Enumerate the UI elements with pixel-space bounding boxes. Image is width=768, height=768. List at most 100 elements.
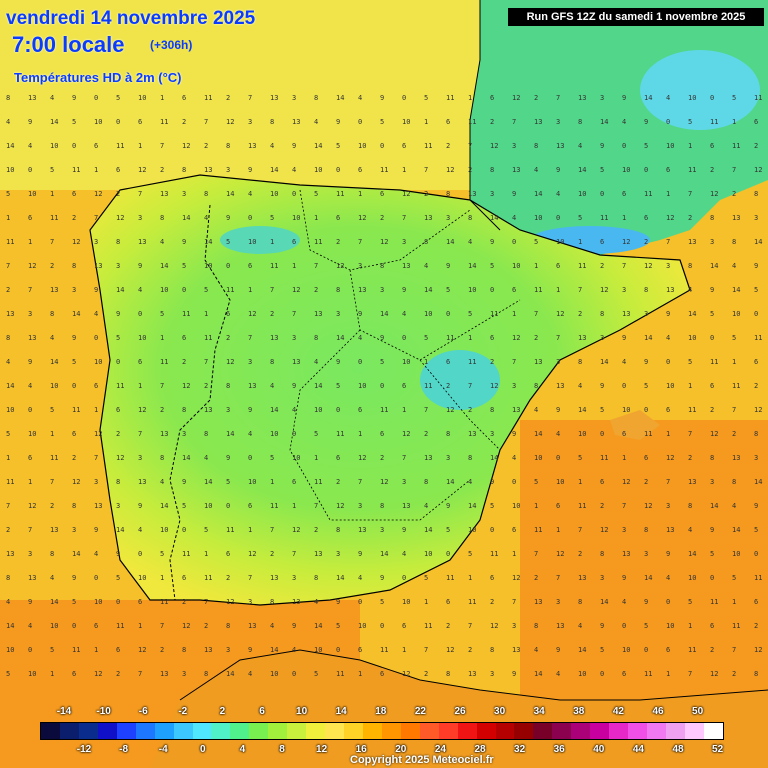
- grid-value: 14: [490, 454, 498, 462]
- grid-value: 14: [6, 382, 14, 390]
- grid-value: 9: [402, 526, 406, 534]
- grid-value: 0: [666, 598, 670, 606]
- grid-value: 2: [6, 286, 10, 294]
- grid-value: 13: [50, 286, 58, 294]
- grid-value: 4: [94, 310, 98, 318]
- grid-value: 4: [512, 214, 516, 222]
- grid-value: 5: [754, 286, 758, 294]
- grid-value: 10: [50, 142, 58, 150]
- grid-value: 2: [72, 214, 76, 222]
- grid-value: 0: [94, 94, 98, 102]
- grid-value: 14: [182, 214, 190, 222]
- grid-value: 5: [688, 598, 692, 606]
- grid-value: 11: [380, 166, 388, 174]
- grid-value: 10: [512, 262, 520, 270]
- grid-value: 1: [402, 166, 406, 174]
- grid-value: 5: [688, 118, 692, 126]
- grid-value: 6: [138, 598, 142, 606]
- grid-value: 5: [600, 166, 604, 174]
- grid-value: 5: [424, 334, 428, 342]
- scale-label-lower: 24: [434, 744, 446, 755]
- grid-value: 5: [732, 334, 736, 342]
- grid-value: 4: [6, 118, 10, 126]
- grid-value: 6: [666, 166, 670, 174]
- grid-value: 13: [556, 622, 564, 630]
- scale-swatch: [173, 723, 193, 739]
- grid-value: 6: [754, 118, 758, 126]
- scale-swatch: [306, 723, 326, 739]
- grid-value: 2: [578, 310, 582, 318]
- grid-value: 3: [622, 286, 626, 294]
- grid-value: 8: [116, 478, 120, 486]
- grid-value: 5: [490, 502, 494, 510]
- grid-value: 0: [622, 142, 626, 150]
- grid-value: 10: [94, 118, 102, 126]
- grid-value: 14: [490, 214, 498, 222]
- grid-value: 3: [28, 310, 32, 318]
- grid-value: 5: [644, 142, 648, 150]
- grid-value: 11: [204, 574, 212, 582]
- grid-value: 9: [600, 142, 604, 150]
- grid-value: 12: [292, 526, 300, 534]
- grid-value: 1: [204, 310, 208, 318]
- grid-value: 9: [248, 166, 252, 174]
- grid-value: 2: [644, 478, 648, 486]
- scale-swatch: [609, 723, 629, 739]
- grid-value: 9: [402, 286, 406, 294]
- scale-swatch: [268, 723, 288, 739]
- grid-value: 12: [226, 358, 234, 366]
- grid-value: 1: [160, 334, 164, 342]
- grid-value: 3: [380, 526, 384, 534]
- grid-value: 6: [600, 478, 604, 486]
- grid-value: 11: [336, 190, 344, 198]
- grid-value: 12: [490, 622, 498, 630]
- grid-value: 6: [28, 214, 32, 222]
- grid-value: 4: [622, 598, 626, 606]
- grid-value: 14: [160, 502, 168, 510]
- grid-value: 12: [446, 406, 454, 414]
- grid-value: 10: [688, 574, 696, 582]
- grid-value: 7: [6, 262, 10, 270]
- grid-value: 8: [534, 622, 538, 630]
- grid-value: 2: [754, 142, 758, 150]
- grid-value: 7: [292, 550, 296, 558]
- grid-value: 2: [600, 502, 604, 510]
- grid-value: 8: [204, 430, 208, 438]
- grid-value: 0: [138, 310, 142, 318]
- grid-value: 9: [28, 598, 32, 606]
- grid-value: 11: [644, 430, 652, 438]
- grid-value: 0: [556, 214, 560, 222]
- grid-value: 1: [94, 406, 98, 414]
- grid-value: 9: [512, 430, 516, 438]
- scale-label-lower: 0: [200, 744, 206, 755]
- grid-value: 4: [666, 94, 670, 102]
- grid-value: 2: [182, 598, 186, 606]
- grid-value: 14: [468, 502, 476, 510]
- grid-value: 9: [138, 262, 142, 270]
- grid-value: 7: [666, 478, 670, 486]
- grid-value: 11: [732, 382, 740, 390]
- scale-label-lower: 12: [316, 744, 328, 755]
- grid-value: 0: [446, 310, 450, 318]
- grid-value: 4: [28, 622, 32, 630]
- grid-value: 12: [754, 646, 762, 654]
- grid-value: 8: [270, 118, 274, 126]
- grid-value: 2: [424, 190, 428, 198]
- grid-value: 11: [116, 622, 124, 630]
- grid-value: 12: [402, 430, 410, 438]
- grid-value: 8: [50, 310, 54, 318]
- grid-value: 9: [666, 310, 670, 318]
- grid-value: 12: [94, 430, 102, 438]
- grid-value: 1: [424, 358, 428, 366]
- grid-value: 1: [292, 262, 296, 270]
- grid-value: 8: [204, 190, 208, 198]
- scale-label-lower: 36: [553, 744, 565, 755]
- grid-value: 0: [710, 94, 714, 102]
- grid-value: 6: [446, 358, 450, 366]
- grid-value: 8: [578, 358, 582, 366]
- grid-value: 0: [72, 622, 76, 630]
- grid-value: 13: [622, 310, 630, 318]
- grid-value: 4: [292, 646, 296, 654]
- grid-value: 7: [160, 142, 164, 150]
- grid-value: 14: [600, 358, 608, 366]
